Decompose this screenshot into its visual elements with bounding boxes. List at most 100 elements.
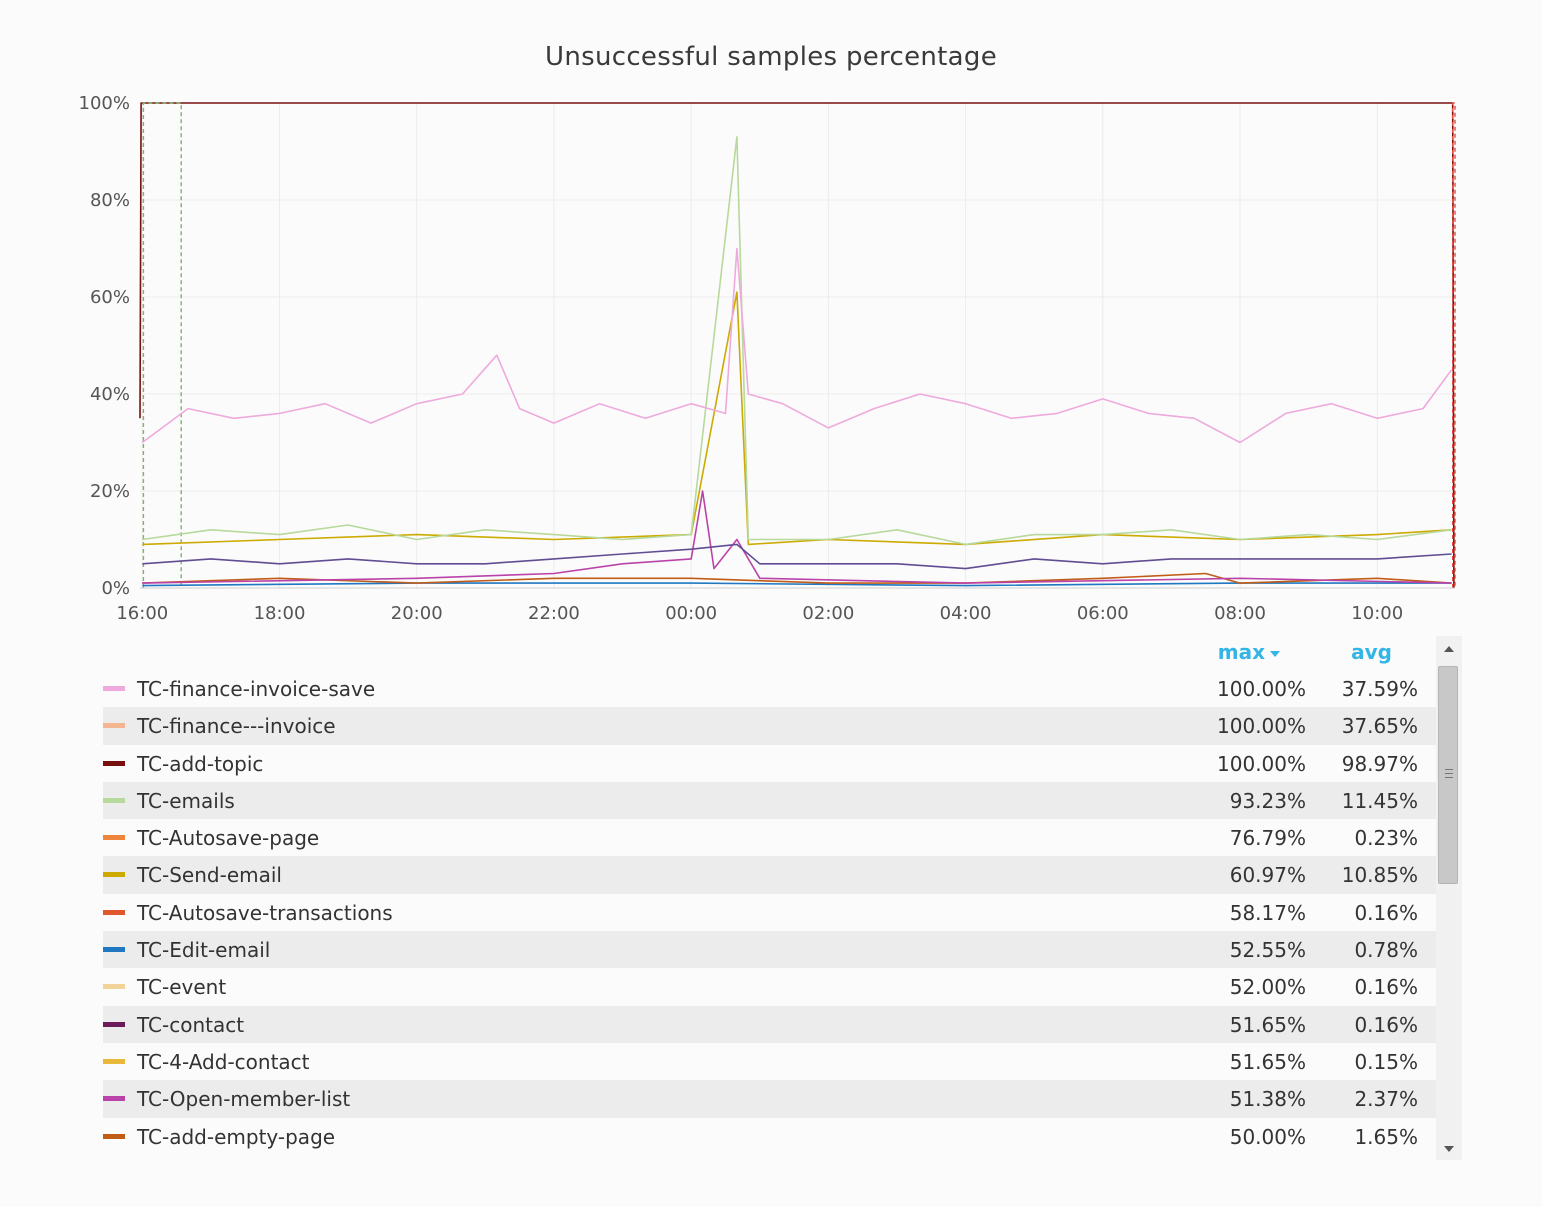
series-name[interactable]: TC-Open-member-list (137, 1087, 351, 1112)
legend-row[interactable]: TC-contact 51.65% 0.16% (103, 1005, 1436, 1043)
x-tick-label: 02:00 (802, 603, 854, 624)
series-name[interactable]: TC-add-topic (137, 751, 264, 776)
series-color-swatch[interactable] (103, 872, 125, 878)
series-color-swatch[interactable] (103, 760, 125, 766)
series-color-swatch[interactable] (103, 797, 125, 803)
series-avg-value: 1.65% (1354, 1124, 1418, 1149)
legend-table: max avg TC-finance-invoice-save 100.00% 37… (103, 636, 1463, 1160)
series-color-swatch[interactable] (103, 1058, 125, 1064)
y-tick-label: 80% (90, 190, 130, 211)
series-max-value: 100.00% (1217, 677, 1306, 701)
x-tick-label: 06:00 (1077, 603, 1129, 624)
panel-title: Unsuccessful samples percentage (545, 42, 997, 72)
series-max-value: 76.79% (1229, 826, 1306, 851)
x-tick-label: 04:00 (940, 603, 992, 624)
x-tick-label: 10:00 (1351, 603, 1403, 624)
series-name[interactable]: TC-finance---invoice (137, 714, 336, 739)
series-avg-value: 0.16% (1354, 1012, 1418, 1037)
scroll-up-arrow-icon[interactable] (1444, 646, 1454, 652)
legend-row[interactable]: TC-4-Add-contact 51.65% 0.15% (103, 1043, 1436, 1080)
series-avg-value: 10.85% (1341, 863, 1418, 888)
plot-area (140, 103, 1455, 588)
x-tick-label: 08:00 (1214, 603, 1266, 624)
series-name[interactable]: TC-emails (137, 788, 235, 813)
sort-caret-icon (1270, 650, 1280, 657)
x-tick-label: 20:00 (391, 603, 443, 624)
series-line-tc-finance-invoice (1451, 102, 1456, 588)
series-color-swatch[interactable] (103, 909, 125, 915)
series-max-value: 52.00% (1229, 975, 1306, 1000)
series-color-swatch[interactable] (103, 686, 125, 691)
series-color-swatch[interactable] (103, 947, 125, 953)
sort-avg-header[interactable]: avg (1351, 640, 1392, 664)
series-avg-value: 0.78% (1354, 938, 1418, 963)
series-line-tc-contact (142, 543, 1452, 570)
series-color-swatch[interactable] (103, 835, 125, 841)
series-name[interactable]: TC-Autosave-page (137, 826, 320, 851)
series-name[interactable]: TC-4-Add-contact (137, 1049, 310, 1074)
legend-row[interactable]: TC-Open-member-list 51.38% 2.37% (103, 1080, 1436, 1118)
chart-plot[interactable]: 0% 20% 40% 60% 80% 100% 16:00 18:00 20:00 22:00 00… (0, 0, 1542, 636)
x-tick-label: 22:00 (528, 603, 580, 624)
legend-row[interactable]: TC-event 52.00% 0.16% (103, 968, 1436, 1005)
legend-header: max avg (103, 636, 1436, 670)
legend-row[interactable]: TC-Autosave-transactions 58.17% 0.16% (103, 894, 1436, 931)
series-avg-value: 37.59% (1341, 677, 1418, 701)
series-line-tc-open-member-list (142, 490, 1452, 584)
x-tick-label: 18:00 (254, 603, 306, 624)
series-max-value: 58.17% (1229, 900, 1306, 925)
series-max-value: 50.00% (1229, 1124, 1306, 1149)
legend-row[interactable]: TC-Autosave-page 76.79% 0.23% (103, 819, 1436, 856)
series-name[interactable]: TC-finance-invoice-save (137, 677, 376, 701)
series-name[interactable]: TC-add-empty-page (137, 1124, 336, 1149)
series-name[interactable]: TC-Autosave-transactions (137, 900, 393, 925)
series-name[interactable]: TC-Edit-email (137, 938, 271, 963)
series-avg-value: 0.16% (1354, 975, 1418, 1000)
legend-row[interactable]: TC-emails 93.23% 11.45% (103, 781, 1436, 820)
series-line-tc-add-empty-page (142, 572, 1452, 584)
series-name[interactable]: TC-contact (137, 1012, 245, 1037)
series-avg-value: 0.23% (1354, 826, 1418, 851)
y-tick-label: 100% (79, 93, 130, 114)
series-color-swatch[interactable] (103, 1096, 125, 1102)
series-max-value: 52.55% (1229, 938, 1306, 963)
series-max-value: 51.38% (1229, 1087, 1306, 1112)
legend-row[interactable]: TC-Edit-email 52.55% 0.78% (103, 931, 1436, 969)
legend-row[interactable]: TC-add-empty-page 50.00% 1.65% (103, 1118, 1436, 1155)
series-max-value: 100.00% (1217, 751, 1306, 776)
series-line-tc-emails (142, 136, 1452, 546)
legend-row[interactable]: TC-add-topic 100.00% 98.97% (103, 745, 1436, 782)
series-color-swatch[interactable] (103, 984, 125, 990)
series-line-tc-finance-invoice-save (141, 247, 1453, 444)
legend-scrollbar[interactable] (1436, 636, 1462, 1160)
scroll-grip-icon (1445, 769, 1453, 778)
y-tick-label: 0% (101, 578, 130, 599)
series-line-tc-emails (142, 102, 182, 588)
series-name[interactable]: TC-event (137, 975, 227, 1000)
scroll-thumb[interactable] (1438, 666, 1458, 884)
x-tick-label: 00:00 (665, 603, 717, 624)
series-color-swatch[interactable] (103, 723, 125, 729)
series-color-swatch[interactable] (103, 1133, 125, 1139)
y-tick-label: 60% (90, 287, 130, 308)
y-tick-label: 40% (90, 384, 130, 405)
series-line-tc-add-topic (139, 102, 1455, 589)
series-color-swatch[interactable] (103, 1021, 125, 1027)
legend-row[interactable]: TC-Send-email 60.97% 10.85% (103, 856, 1436, 894)
series-max-value: 51.65% (1229, 1012, 1306, 1037)
legend-row[interactable]: TC-finance---invoice 100.00% 37.65% (103, 707, 1436, 745)
series-avg-value: 0.15% (1354, 1049, 1418, 1074)
series-name[interactable]: TC-Send-email (137, 863, 282, 888)
series-line-tc-edit-email (142, 582, 1452, 587)
sort-max-label: max (1217, 640, 1265, 664)
series-max-value: 100.00% (1217, 714, 1306, 739)
series-max-value: 51.65% (1229, 1049, 1306, 1074)
series-avg-value: 2.37% (1354, 1087, 1418, 1112)
series-max-value: 60.97% (1229, 863, 1306, 888)
series-avg-value: 11.45% (1341, 788, 1418, 813)
legend-row[interactable]: TC-finance-invoice-save 100.00% 37.59% (103, 670, 1436, 707)
scroll-down-arrow-icon[interactable] (1444, 1146, 1454, 1152)
series-avg-value: 37.65% (1341, 714, 1418, 739)
sort-max-header[interactable]: max (1218, 640, 1280, 664)
series-avg-value: 0.16% (1354, 900, 1418, 925)
